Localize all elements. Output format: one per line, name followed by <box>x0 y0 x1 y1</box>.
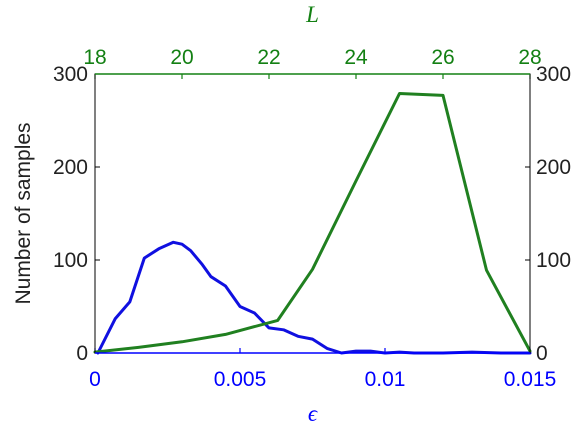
series-group <box>93 92 532 355</box>
right-tick-label: 100 <box>536 249 571 272</box>
left-tick-label: 200 <box>53 156 88 179</box>
y-axis-label: Number of samples <box>12 122 35 304</box>
plot-frame <box>94 73 531 354</box>
right-tick-label: 0 <box>536 342 548 365</box>
bottom-tick-label: 0.01 <box>365 368 406 391</box>
left-axis-ticks: 0 100 200 300 <box>53 63 100 365</box>
right-axis-ticks: 0 100 200 300 <box>525 63 571 365</box>
bottom-tick-label: 0.005 <box>214 368 267 391</box>
series-line-top-axis <box>93 92 532 354</box>
bottom-tick-label: 0 <box>89 368 101 391</box>
top-tick-label: 28 <box>518 46 541 69</box>
top-tick-label: 22 <box>257 46 280 69</box>
left-tick-label: 300 <box>53 63 88 86</box>
right-tick-label: 300 <box>536 63 571 86</box>
top-axis-label: L <box>305 2 319 27</box>
top-tick-label: 20 <box>170 46 193 69</box>
bottom-axis-ticks: 0 0.005 0.01 0.015 <box>89 348 556 391</box>
top-tick-label: 18 <box>83 46 106 69</box>
bottom-tick-label: 0.015 <box>504 368 557 391</box>
left-tick-label: 100 <box>53 249 88 272</box>
top-tick-label: 26 <box>431 46 454 69</box>
top-axis-ticks: 18 20 22 24 26 28 <box>83 46 542 79</box>
right-tick-label: 200 <box>536 156 571 179</box>
left-tick-label: 0 <box>76 342 88 365</box>
top-tick-label: 24 <box>344 46 368 69</box>
bottom-axis-label: ϵ <box>308 401 318 426</box>
series-line-bottom-axis <box>96 240 532 355</box>
